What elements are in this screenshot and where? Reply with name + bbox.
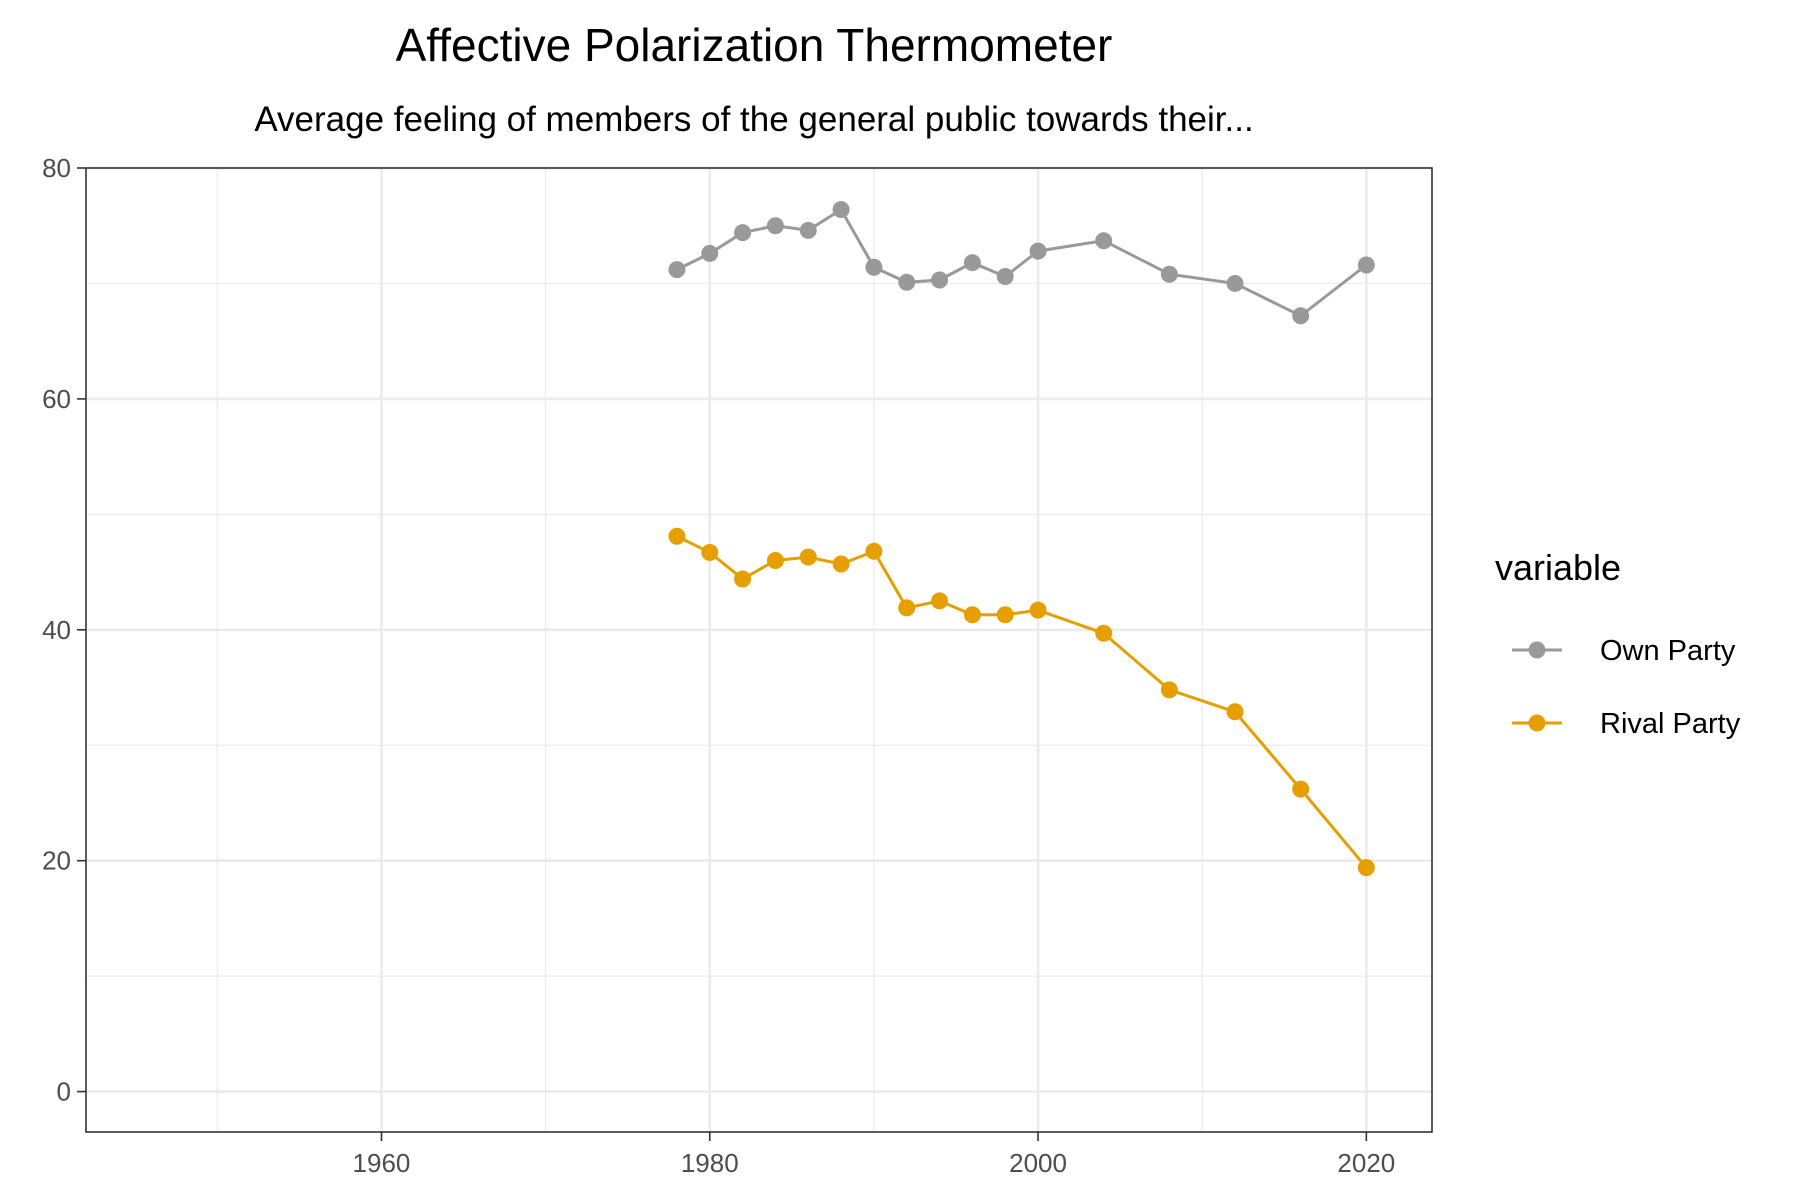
- legend-label: Rival Party: [1600, 708, 1741, 740]
- chart-subtitle: Average feeling of members of the genera…: [254, 100, 1253, 139]
- data-point-own-party: [701, 244, 719, 262]
- data-point-rival-party: [1292, 780, 1310, 798]
- data-point-own-party: [799, 221, 817, 239]
- data-point-own-party: [1292, 307, 1310, 325]
- data-point-own-party: [996, 268, 1014, 286]
- y-tick-label: 60: [42, 384, 71, 414]
- series-own-party: [668, 201, 1375, 325]
- legend-item-rival-party: Rival Party: [1512, 708, 1741, 740]
- data-point-rival-party: [799, 548, 817, 566]
- data-point-own-party: [766, 217, 784, 235]
- legend-label: Own Party: [1600, 635, 1736, 667]
- x-axis: 1960 1980 2000 2020: [353, 1132, 1395, 1178]
- legend: variable Own Party Rival Party: [1495, 547, 1741, 740]
- minor-gridlines: [86, 168, 1432, 1132]
- data-point-own-party: [898, 273, 916, 291]
- y-tick-label: 20: [42, 846, 71, 876]
- plot-border: [85, 167, 1433, 1133]
- legend-key-point: [1528, 641, 1546, 659]
- x-tick-label: 2000: [1009, 1148, 1067, 1178]
- data-point-rival-party: [1029, 601, 1047, 619]
- data-point-rival-party: [668, 527, 686, 545]
- data-point-own-party: [1357, 256, 1375, 274]
- data-point-own-party: [1029, 242, 1047, 260]
- plot-background: [86, 168, 1432, 1132]
- data-point-own-party: [1095, 232, 1113, 250]
- series-layer: [668, 201, 1375, 877]
- y-axis: 0 20 40 60 80: [42, 153, 86, 1107]
- data-point-rival-party: [996, 606, 1014, 624]
- data-point-rival-party: [931, 592, 949, 610]
- x-tick-label: 1960: [353, 1148, 411, 1178]
- data-point-rival-party: [963, 606, 981, 624]
- y-tick-label: 40: [42, 615, 71, 645]
- data-point-rival-party: [1160, 681, 1178, 699]
- data-point-rival-party: [766, 552, 784, 570]
- y-tick-label: 80: [42, 153, 71, 183]
- data-point-own-party: [1160, 265, 1178, 283]
- x-tick-label: 1980: [681, 1148, 739, 1178]
- legend-items: Own Party Rival Party: [1512, 635, 1741, 740]
- x-tick-label: 2020: [1337, 1148, 1395, 1178]
- data-point-rival-party: [865, 542, 883, 560]
- data-point-own-party: [931, 271, 949, 289]
- data-point-own-party: [1226, 274, 1244, 292]
- data-point-own-party: [832, 201, 850, 219]
- data-point-rival-party: [1226, 703, 1244, 721]
- data-point-rival-party: [701, 543, 719, 561]
- data-point-own-party: [668, 261, 686, 279]
- data-point-own-party: [963, 254, 981, 272]
- data-point-rival-party: [1357, 859, 1375, 877]
- data-point-rival-party: [898, 599, 916, 617]
- legend-key-point: [1528, 714, 1546, 732]
- data-point-rival-party: [832, 555, 850, 573]
- series-rival-party: [668, 527, 1375, 877]
- data-point-own-party: [734, 224, 752, 242]
- data-point-own-party: [865, 258, 883, 276]
- legend-item-own-party: Own Party: [1512, 635, 1736, 667]
- data-point-rival-party: [1095, 624, 1113, 642]
- legend-title: variable: [1495, 547, 1621, 588]
- y-tick-label: 0: [57, 1077, 71, 1107]
- data-point-rival-party: [734, 570, 752, 588]
- chart-title: Affective Polarization Thermometer: [396, 19, 1113, 71]
